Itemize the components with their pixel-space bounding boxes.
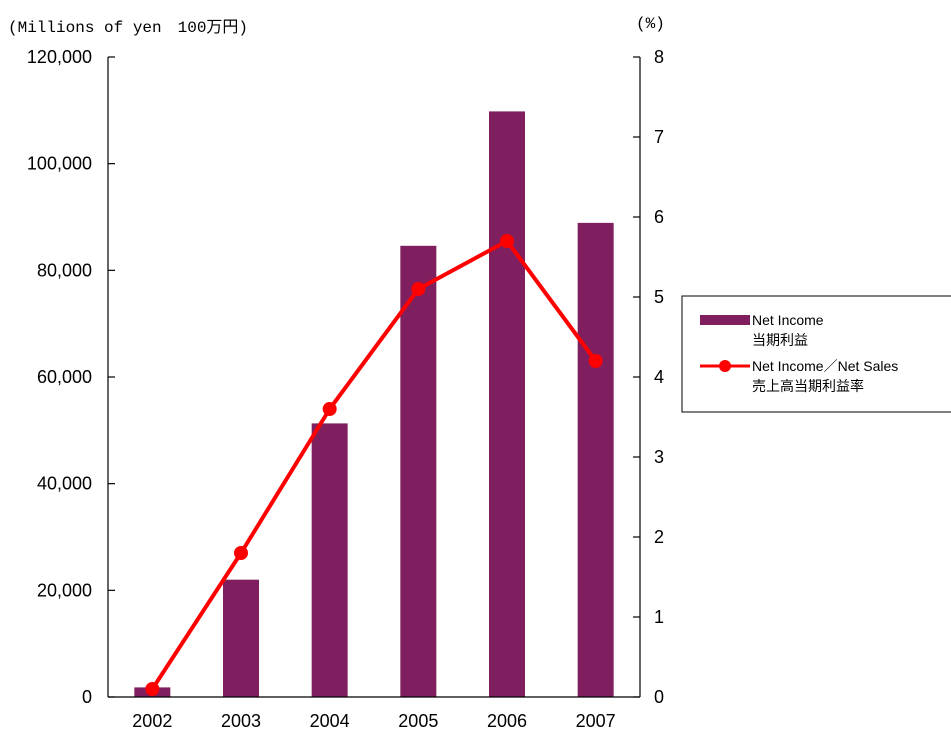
line-series-group (145, 234, 603, 696)
bar-2005 (400, 245, 437, 698)
right-tick-label: 4 (654, 367, 664, 387)
line-point-2002 (145, 682, 160, 696)
line-point-2005 (411, 282, 426, 296)
right-axis-ticks: 0 1 2 3 4 5 6 7 8 (633, 47, 664, 707)
bar-2006 (489, 111, 525, 697)
series-line (150, 239, 598, 691)
line-point-2004 (322, 402, 337, 416)
line-point-2006 (500, 234, 514, 248)
left-tick-label: 40,000 (37, 474, 92, 494)
left-axis-ticks: 0 20,000 40,000 60,000 80,000 100,000 120,000 (27, 47, 115, 707)
legend-bar-label: Net Income (752, 312, 824, 328)
bar-2004 (311, 423, 348, 697)
right-tick-label: 8 (654, 47, 664, 67)
right-tick-label: 7 (654, 127, 664, 147)
right-tick-label: 2 (654, 527, 664, 547)
x-tick-label: 2003 (221, 711, 261, 731)
x-tick-label: 2004 (310, 711, 350, 731)
legend-line-label: Net Income／Net Sales (752, 358, 898, 374)
left-tick-label: 60,000 (37, 367, 92, 387)
x-tick-label: 2002 (132, 711, 172, 731)
legend-bar-swatch (700, 315, 750, 325)
legend-line-marker (719, 360, 731, 372)
right-tick-label: 6 (654, 207, 664, 227)
right-tick-label: 1 (654, 607, 664, 627)
x-tick-label: 2006 (487, 711, 527, 731)
x-tick-label: 2007 (576, 711, 616, 731)
right-tick-label: 0 (654, 687, 664, 707)
bar-2007 (577, 222, 614, 697)
right-tick-label: 5 (654, 287, 664, 307)
left-axis-unit-label: (Millions of yen 100万円) (8, 19, 248, 37)
bar-2003 (223, 579, 259, 697)
left-tick-label: 120,000 (27, 47, 92, 67)
right-axis-unit-label: (%) (636, 15, 665, 33)
x-axis-ticks: 2002 2003 2004 2005 2006 2007 (132, 711, 615, 731)
legend-line-label-ja: 売上高当期利益率 (752, 378, 864, 394)
bar-group (134, 111, 614, 698)
x-tick-label: 2005 (398, 711, 438, 731)
line-point-2007 (588, 354, 603, 368)
left-tick-label: 100,000 (27, 154, 92, 174)
legend: Net Income 当期利益 Net Income／Net Sales 売上高… (681, 295, 951, 413)
line-point-2003 (234, 546, 248, 560)
legend-bar-label-ja: 当期利益 (752, 332, 808, 348)
left-tick-label: 0 (82, 687, 92, 707)
left-tick-label: 20,000 (37, 580, 92, 600)
right-tick-label: 3 (654, 447, 664, 467)
left-tick-label: 80,000 (37, 260, 92, 280)
